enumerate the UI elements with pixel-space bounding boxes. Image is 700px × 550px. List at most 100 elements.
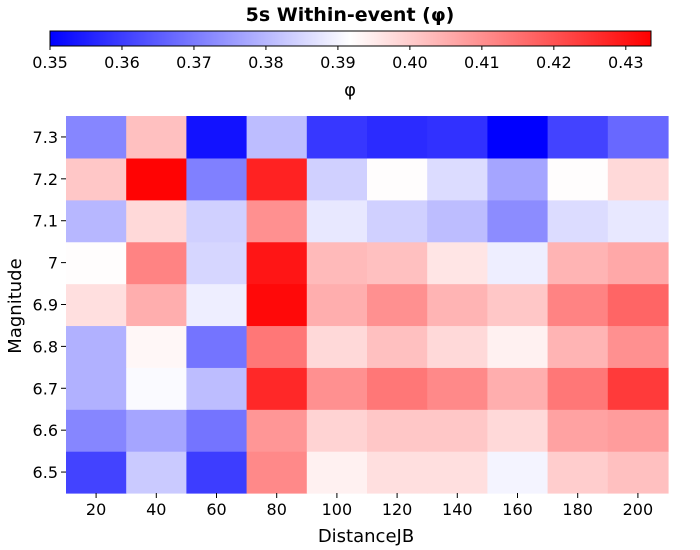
- heatmap-cell: [427, 157, 488, 201]
- heatmap-cell: [126, 409, 187, 452]
- heatmap-cell: [186, 409, 248, 452]
- heatmap-cell: [487, 409, 549, 452]
- x-axis-label: DistanceJB: [318, 526, 414, 547]
- heatmap-cell: [367, 116, 428, 159]
- x-tick-label: 180: [562, 500, 593, 519]
- colorbar-tick-label: 0.42: [536, 53, 572, 72]
- heatmap-cell: [66, 367, 127, 410]
- heatmap-cell: [126, 367, 187, 410]
- x-tick-label: 40: [146, 500, 166, 519]
- y-tick-label: 7.1: [33, 212, 58, 231]
- heatmap-cell: [547, 157, 609, 201]
- heatmap-cell: [246, 409, 308, 452]
- heatmap-cell: [186, 451, 248, 494]
- heatmap-cell: [607, 409, 669, 452]
- heatmap-cell: [607, 116, 669, 159]
- heatmap-cell: [487, 157, 549, 201]
- heatmap-cell: [487, 451, 549, 494]
- heatmap-cell: [427, 283, 488, 327]
- heatmap-cell: [607, 325, 669, 368]
- heatmap-cell: [186, 367, 248, 410]
- heatmap-cell: [246, 325, 308, 368]
- y-axis-label: Magnitude: [5, 258, 26, 353]
- y-axis-ticks: 6.5 6.6 6.7 6.8 6.9 7 7.1 7.2 7.3: [33, 128, 66, 482]
- heatmap-cell: [487, 367, 549, 410]
- heatmap-cell: [427, 367, 488, 410]
- x-tick-label: 20: [86, 500, 106, 519]
- heatmap-cell: [66, 241, 127, 285]
- heatmap-cell: [306, 199, 368, 243]
- heatmap-cell: [246, 157, 308, 201]
- heatmap-cell: [126, 451, 187, 494]
- heatmap-cell: [427, 451, 488, 494]
- heatmap-cell: [66, 325, 127, 368]
- heatmap-cell: [487, 241, 549, 285]
- heatmap-cell: [126, 157, 187, 201]
- heatmap-cell: [607, 451, 669, 494]
- heatmap-cell: [547, 451, 609, 494]
- heatmap-cell: [547, 241, 609, 285]
- heatmap-cell: [66, 451, 127, 494]
- heatmap-cell: [66, 116, 127, 159]
- x-axis-ticks: 20 40 60 80 100 120 140 160 180 200: [86, 493, 653, 519]
- heatmap-cell: [126, 199, 187, 243]
- heatmap-cell: [367, 409, 428, 452]
- heatmap-cell: [367, 283, 428, 327]
- heatmap-cell: [246, 283, 308, 327]
- heatmap-cell: [186, 325, 248, 368]
- heatmap-cell: [487, 325, 549, 368]
- heatmap-cell: [126, 116, 187, 159]
- y-tick-label: 7.2: [33, 170, 58, 189]
- colorbar-tick-label: 0.43: [608, 53, 644, 72]
- y-tick-label: 6.8: [33, 337, 58, 356]
- colorbar-ticks: 0.35 0.36 0.37 0.38 0.39 0.40 0.41 0.42 0.43: [32, 46, 644, 72]
- heatmap-cell: [607, 283, 669, 327]
- heatmap-cell: [66, 409, 127, 452]
- heatmap-cell: [306, 283, 368, 327]
- heatmap-cell: [427, 409, 488, 452]
- colorbar-tick-label: 0.40: [392, 53, 428, 72]
- heatmap-cell: [186, 157, 248, 201]
- heatmap-cell: [66, 157, 127, 201]
- y-tick-label: 6.7: [33, 379, 58, 398]
- heatmap-cell: [126, 325, 187, 368]
- heatmap-cell: [126, 241, 187, 285]
- heatmap-cell: [186, 241, 248, 285]
- y-tick-label: 6.9: [33, 296, 58, 315]
- heatmap-cell: [547, 409, 609, 452]
- x-tick-label: 160: [502, 500, 533, 519]
- heatmap-cell: [427, 325, 488, 368]
- chart-title: 5s Within-event (φ): [246, 4, 455, 26]
- colorbar: [49, 30, 652, 47]
- x-tick-label: 200: [623, 500, 654, 519]
- colorbar-tick-label: 0.37: [176, 53, 212, 72]
- heatmap-cell: [306, 409, 368, 452]
- heatmap-cell: [246, 367, 308, 410]
- heatmap-cell: [367, 451, 428, 494]
- heatmap-cell: [367, 241, 428, 285]
- colorbar-tick-label: 0.35: [32, 53, 68, 72]
- heatmap-cell: [306, 241, 368, 285]
- heatmap-cell: [607, 199, 669, 243]
- colorbar-label: φ: [344, 80, 356, 101]
- heatmap-cell: [427, 199, 488, 243]
- colorbar-tick-label: 0.38: [248, 53, 284, 72]
- colorbar-tick-label: 0.36: [104, 53, 140, 72]
- heatmap-cell: [547, 325, 609, 368]
- heatmap-cell: [306, 325, 368, 368]
- heatmap-cell: [186, 116, 248, 159]
- heatmap-cell: [66, 283, 127, 327]
- heatmap-cell: [487, 283, 549, 327]
- heatmap-cell: [367, 325, 428, 368]
- heatmap-cell: [66, 199, 127, 243]
- heatmap-cell: [427, 241, 488, 285]
- heatmap-cells: [66, 116, 669, 494]
- heatmap-cell: [427, 116, 488, 159]
- heatmap-cell: [547, 199, 609, 243]
- heatmap-cell: [126, 283, 187, 327]
- y-tick-label: 6.5: [33, 463, 58, 482]
- heatmap-cell: [607, 241, 669, 285]
- heatmap-cell: [367, 199, 428, 243]
- heatmap-cell: [246, 451, 308, 494]
- y-tick-label: 7.3: [33, 128, 58, 147]
